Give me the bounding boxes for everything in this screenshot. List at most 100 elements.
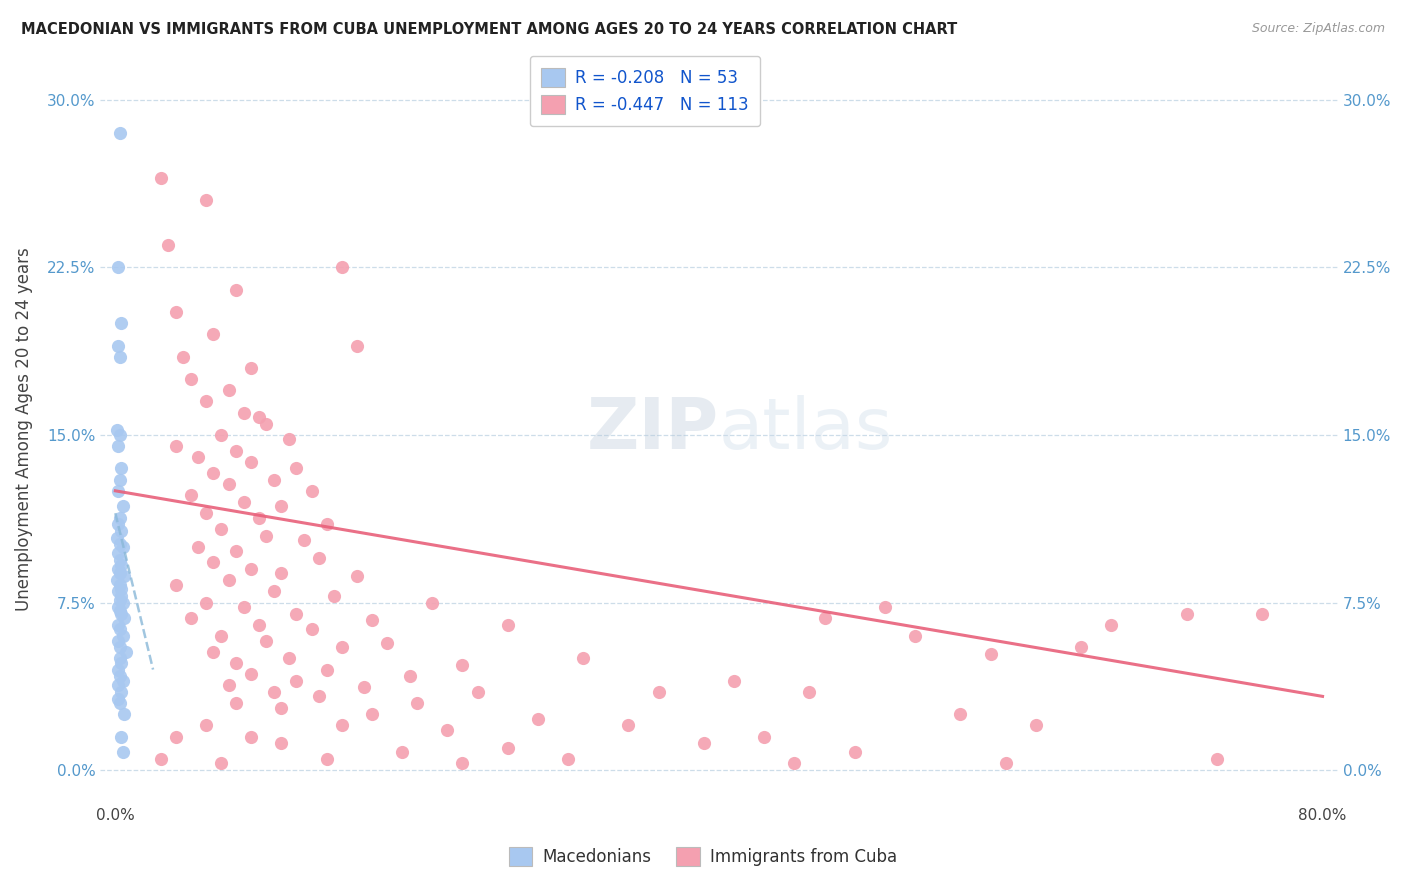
Point [107,439,129,453]
Point [285,607,308,621]
Point [254,633,277,648]
Point [107,618,129,632]
Point [105,531,128,545]
Point [330,640,353,655]
Point [218,384,240,398]
Legend: R = -0.208   N = 53, R = -0.447   N = 113: R = -0.208 N = 53, R = -0.447 N = 113 [530,56,759,126]
Point [1206,752,1229,766]
Point [108,510,131,524]
Point [799,685,821,699]
Point [112,611,135,625]
Point [240,730,263,744]
Point [254,417,277,431]
Point [225,283,247,297]
Point [1099,618,1122,632]
Point [270,736,292,750]
Point [240,455,263,469]
Point [110,607,132,621]
Point [111,673,134,688]
Point [107,584,129,599]
Text: ZIP: ZIP [586,395,718,464]
Point [232,406,254,420]
Point [247,510,270,524]
Point [165,577,187,591]
Point [270,700,292,714]
Point [420,595,443,609]
Text: atlas: atlas [718,395,893,464]
Point [467,685,489,699]
Point [111,500,134,514]
Point [194,194,217,208]
Point [617,718,640,732]
Point [270,566,292,581]
Point [315,752,337,766]
Point [115,645,138,659]
Point [292,533,315,547]
Point [172,350,194,364]
Point [277,433,299,447]
Point [330,260,353,275]
Point [308,550,330,565]
Point [110,656,132,670]
Point [301,623,323,637]
Point [157,238,180,252]
Point [315,663,337,677]
Point [180,372,202,386]
Point [263,584,285,599]
Point [110,685,132,699]
Point [180,611,202,625]
Point [218,477,240,491]
Point [107,663,129,677]
Point [315,517,337,532]
Point [218,678,240,692]
Point [225,544,247,558]
Point [360,707,382,722]
Point [723,673,745,688]
Point [112,707,135,722]
Point [398,669,420,683]
Point [107,599,129,614]
Point [360,614,382,628]
Point [110,589,132,603]
Point [108,696,131,710]
Point [232,599,254,614]
Point [107,633,129,648]
Point [647,685,669,699]
Point [108,605,131,619]
Point [240,667,263,681]
Point [111,745,134,759]
Point [375,636,398,650]
Point [112,568,135,582]
Point [110,582,132,596]
Point [346,568,368,582]
Point [391,745,413,759]
Point [107,546,129,560]
Point [194,506,217,520]
Point [496,740,519,755]
Point [111,595,134,609]
Point [844,745,866,759]
Point [980,647,1002,661]
Point [107,338,129,352]
Point [451,658,474,673]
Point [406,696,429,710]
Point [783,756,806,771]
Point [107,260,129,275]
Point [110,730,132,744]
Point [165,305,187,319]
Point [194,394,217,409]
Point [218,573,240,587]
Point [346,338,368,352]
Point [247,410,270,425]
Point [1070,640,1092,655]
Point [323,589,346,603]
Point [813,611,835,625]
Point [149,752,172,766]
Point [263,685,285,699]
Point [330,718,353,732]
Point [111,540,134,554]
Point [557,752,579,766]
Point [110,524,132,538]
Point [202,645,225,659]
Point [107,678,129,692]
